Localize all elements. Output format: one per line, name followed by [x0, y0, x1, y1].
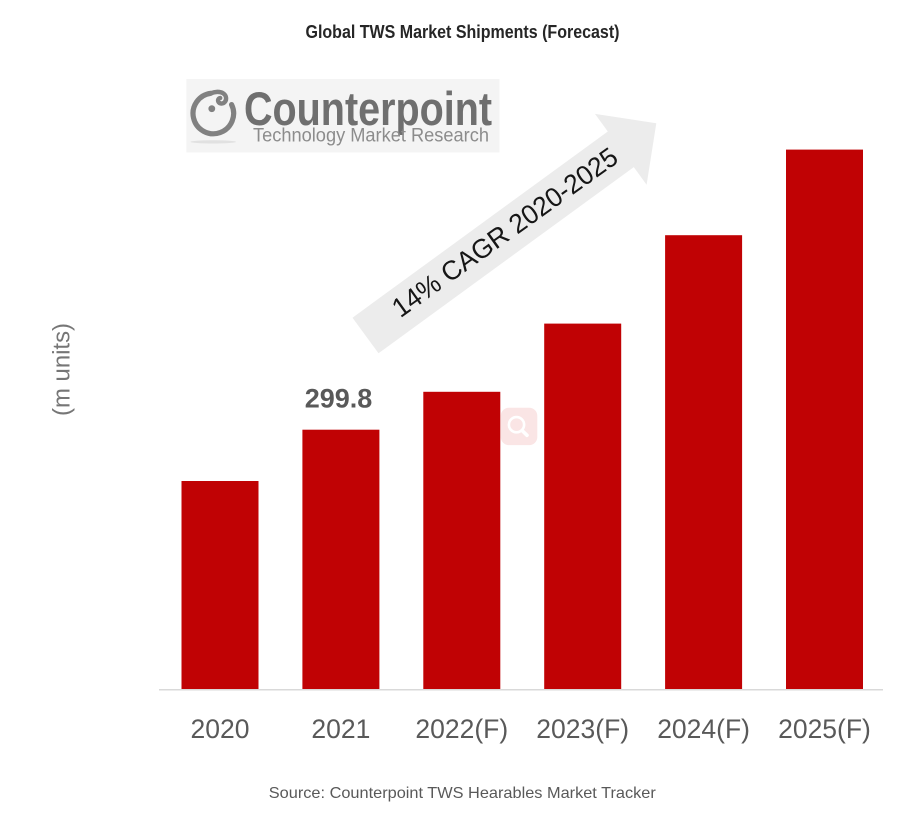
svg-text:2023(F): 2023(F): [536, 714, 629, 744]
svg-text:2022(F): 2022(F): [415, 714, 508, 744]
svg-text:2021: 2021: [311, 714, 370, 744]
svg-text:Counterpoint: Counterpoint: [244, 82, 492, 135]
svg-text:2025(F): 2025(F): [778, 714, 871, 744]
svg-text:Source: Counterpoint TWS Heara: Source: Counterpoint TWS Hearables Marke…: [269, 785, 657, 802]
svg-text:Global TWS Market Shipments (F: Global TWS Market Shipments (Forecast): [306, 21, 620, 42]
svg-text:Technology Market Research: Technology Market Research: [253, 125, 489, 146]
svg-text:299.8: 299.8: [305, 383, 373, 413]
svg-text:2024(F): 2024(F): [657, 714, 750, 744]
svg-text:2020: 2020: [191, 714, 250, 744]
svg-text:(m units): (m units): [49, 323, 76, 416]
